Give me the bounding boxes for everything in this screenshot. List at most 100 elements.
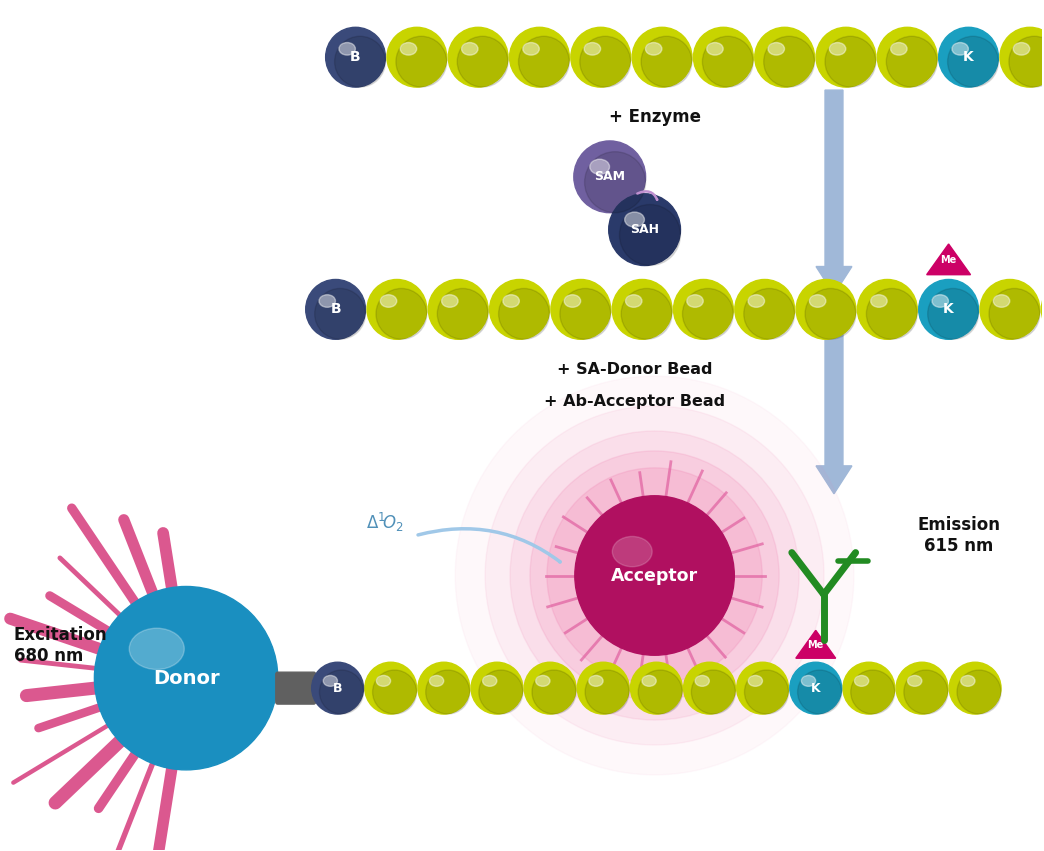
Text: Excitation
680 nm: Excitation 680 nm [14, 625, 108, 665]
Ellipse shape [907, 676, 922, 686]
Circle shape [94, 586, 278, 770]
Ellipse shape [429, 676, 444, 686]
Circle shape [737, 662, 788, 714]
Ellipse shape [129, 628, 185, 670]
Text: K: K [811, 682, 821, 694]
Text: Acceptor: Acceptor [611, 567, 698, 585]
Circle shape [418, 662, 470, 714]
Ellipse shape [960, 676, 975, 686]
Circle shape [867, 288, 918, 340]
FancyBboxPatch shape [276, 672, 315, 704]
Circle shape [485, 406, 824, 745]
Circle shape [479, 670, 523, 714]
Circle shape [939, 27, 998, 87]
Circle shape [585, 670, 630, 714]
Circle shape [457, 37, 508, 87]
Circle shape [376, 288, 427, 340]
Ellipse shape [380, 294, 397, 307]
Ellipse shape [993, 294, 1010, 307]
Circle shape [326, 27, 385, 87]
Circle shape [949, 662, 1001, 714]
Circle shape [551, 279, 611, 340]
Ellipse shape [625, 294, 642, 307]
Circle shape [511, 431, 799, 720]
Circle shape [577, 662, 630, 714]
Circle shape [805, 288, 856, 340]
Text: K: K [943, 302, 954, 317]
Ellipse shape [589, 676, 603, 686]
Circle shape [684, 662, 735, 714]
Circle shape [387, 27, 447, 87]
Text: + Ab-Acceptor Bead: + Ab-Acceptor Bead [544, 393, 726, 408]
Ellipse shape [442, 294, 458, 307]
Circle shape [367, 279, 427, 340]
Circle shape [1041, 279, 1044, 340]
Circle shape [437, 288, 489, 340]
Circle shape [1009, 37, 1044, 87]
Polygon shape [796, 631, 835, 658]
Circle shape [312, 662, 363, 714]
Circle shape [948, 37, 998, 87]
Circle shape [703, 37, 753, 87]
Ellipse shape [590, 159, 610, 174]
Ellipse shape [932, 294, 948, 307]
Circle shape [571, 27, 631, 87]
Circle shape [877, 27, 938, 87]
Ellipse shape [376, 676, 390, 686]
Circle shape [396, 37, 447, 87]
Circle shape [631, 662, 683, 714]
Ellipse shape [871, 294, 887, 307]
Ellipse shape [612, 536, 652, 567]
Circle shape [632, 27, 692, 87]
Circle shape [816, 27, 876, 87]
Ellipse shape [585, 43, 600, 55]
FancyArrowPatch shape [418, 528, 560, 562]
Circle shape [743, 288, 794, 340]
Text: B: B [333, 682, 342, 694]
Circle shape [574, 141, 645, 213]
Circle shape [735, 279, 794, 340]
Ellipse shape [324, 676, 337, 686]
Circle shape [530, 451, 779, 700]
Ellipse shape [707, 43, 723, 55]
Circle shape [524, 662, 576, 714]
Ellipse shape [802, 676, 815, 686]
Text: + SA-Donor Bead: + SA-Donor Bead [556, 362, 712, 377]
Ellipse shape [645, 43, 662, 55]
Circle shape [989, 288, 1040, 340]
Text: $\Delta^1\!O_2$: $\Delta^1\!O_2$ [366, 511, 404, 534]
Ellipse shape [829, 43, 846, 55]
Circle shape [448, 27, 508, 87]
Text: Me: Me [808, 640, 824, 650]
Circle shape [843, 662, 895, 714]
Circle shape [957, 670, 1001, 714]
Circle shape [364, 662, 417, 714]
Circle shape [314, 288, 365, 340]
Ellipse shape [461, 43, 478, 55]
Ellipse shape [687, 294, 704, 307]
Ellipse shape [695, 676, 709, 686]
Circle shape [509, 27, 569, 87]
Circle shape [638, 670, 683, 714]
Circle shape [1000, 27, 1044, 87]
FancyArrow shape [816, 90, 852, 294]
Circle shape [744, 670, 788, 714]
Circle shape [904, 670, 948, 714]
Ellipse shape [1014, 43, 1029, 55]
Circle shape [755, 27, 814, 87]
Text: B: B [330, 302, 341, 317]
Circle shape [919, 279, 978, 340]
Circle shape [797, 279, 856, 340]
Circle shape [790, 662, 841, 714]
Text: B: B [350, 50, 361, 64]
Circle shape [886, 37, 938, 87]
Circle shape [547, 468, 762, 683]
Ellipse shape [854, 676, 869, 686]
Text: Me: Me [941, 255, 956, 266]
Circle shape [621, 288, 672, 340]
Circle shape [980, 279, 1040, 340]
Ellipse shape [768, 43, 784, 55]
Circle shape [691, 670, 735, 714]
Ellipse shape [503, 294, 519, 307]
Ellipse shape [749, 294, 764, 307]
